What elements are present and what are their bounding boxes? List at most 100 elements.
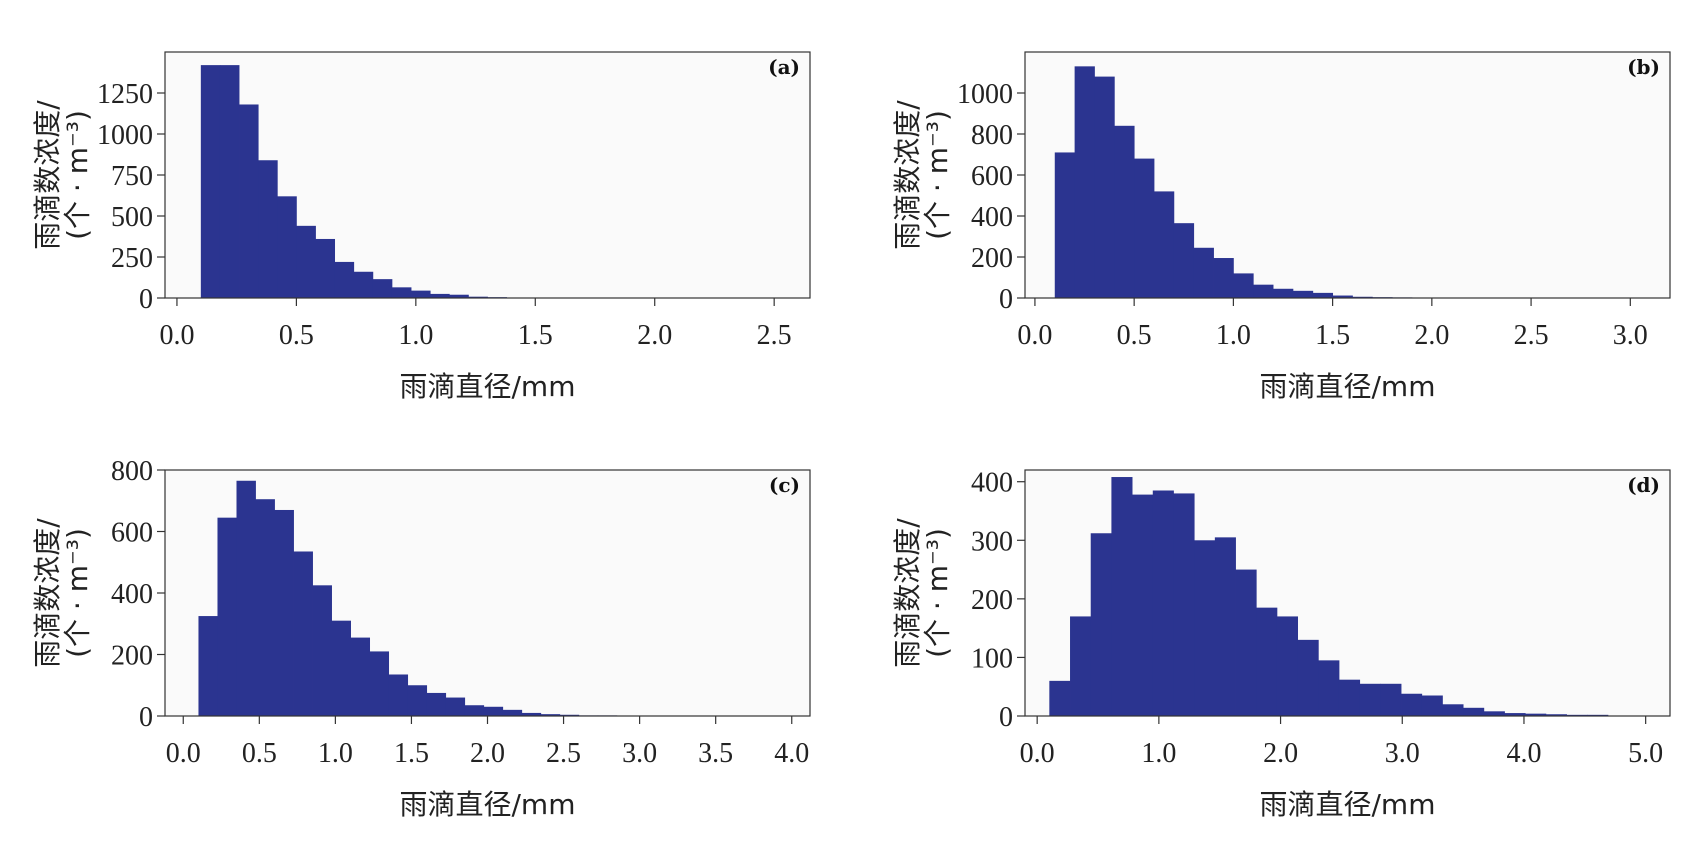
y-axis-unit: (个 · m⁻³) [61,110,94,240]
histogram-bar [407,685,428,716]
x-axis-title: 雨滴直径/mm [1260,370,1436,403]
histogram-bar [1352,296,1373,298]
histogram-bar [1380,683,1402,716]
x-tick-label: 1.5 [1315,320,1350,351]
histogram-bar [1401,693,1423,716]
x-tick-label: 0.0 [159,320,194,351]
y-tick-label: 800 [111,456,153,487]
y-axis-unit: (个 · m⁻³) [921,110,954,240]
histogram-bar [1049,680,1071,716]
histogram-bar [1276,616,1299,716]
y-tick-label: 1250 [97,79,153,110]
histogram-bar [1111,477,1133,716]
histogram-bar [369,651,390,716]
histogram-bar [391,287,412,298]
histogram-bar [1193,247,1214,298]
histogram-bar [312,585,332,716]
histogram-bar [1070,616,1092,716]
histogram-bar [464,705,485,716]
y-tick-label: 800 [971,120,1013,151]
y-tick-label: 400 [971,468,1013,499]
histogram-bar [1253,284,1274,298]
x-axis-title: 雨滴直径/mm [1260,788,1436,821]
y-axis-unit: (个 · m⁻³) [61,528,94,658]
histogram-bar [1332,295,1353,298]
y-tick-label: 200 [971,243,1013,274]
histogram-bar [1213,258,1234,298]
x-tick-label: 0.0 [1017,320,1052,351]
x-axis-title: 雨滴直径/mm [400,370,576,403]
panel-label: (d) [1627,473,1660,497]
x-tick-label: 3.5 [698,738,733,769]
histogram-bar [1114,125,1135,298]
histogram-bar [411,290,431,298]
histogram-bar [540,714,561,716]
histogram-bar [483,706,504,716]
histogram-bar [1154,191,1175,298]
histogram-bar [236,480,256,716]
histogram-bar [559,714,580,716]
x-tick-label: 3.0 [622,738,657,769]
histogram-bar [1312,292,1334,298]
histogram-bar [1442,704,1464,716]
y-axis-title: 雨滴数浓度/ [891,100,924,250]
y-tick-label: 300 [971,526,1013,557]
histogram-bar [277,196,297,298]
chart-panel: 0.0 1.0 2.0 3.0 4.0 5.0 0 100 200 300 400 (d) 雨滴直径/m… [891,468,1671,821]
y-tick-label: 250 [111,243,153,274]
y-tick-label: 600 [111,518,153,549]
x-tick-label: 1.0 [318,738,353,769]
histogram-bar [350,637,371,716]
y-axis-title: 雨滴数浓度/ [31,100,64,250]
histogram-bar [1463,707,1485,716]
panel-label: (c) [769,473,800,497]
y-tick-label: 1000 [957,79,1013,110]
x-tick-label: 1.5 [518,320,553,351]
x-tick-label: 0.5 [279,320,314,351]
histogram-bar [331,620,351,716]
x-tick-label: 1.0 [1216,320,1251,351]
histogram-bar [1132,494,1154,716]
histogram-bar [1297,639,1319,716]
histogram-bar [1504,713,1526,716]
y-tick-label: 200 [111,641,153,672]
y-axis-title: 雨滴数浓度/ [31,518,64,668]
histogram-bar [1194,540,1216,716]
y-axis-unit: (个 · m⁻³) [921,528,954,658]
histogram-bar [274,509,294,716]
x-tick-label: 2.5 [1514,320,1549,351]
x-tick-label: 0.0 [166,738,201,769]
x-tick-label: 0.0 [1020,738,1055,769]
x-axis-title: 雨滴直径/mm [400,788,576,821]
histogram-bar [1338,679,1361,716]
histogram-bar [1134,158,1155,298]
histogram-bar [1483,711,1505,716]
x-tick-label: 1.0 [1141,738,1176,769]
histogram-bar [430,293,450,298]
histogram-bar [1235,569,1257,716]
x-tick-label: 0.5 [1117,320,1152,351]
histogram-bar [1359,683,1381,716]
histogram-bar [1152,490,1174,716]
histogram-bar [200,65,221,299]
y-tick-label: 0 [999,702,1013,733]
histogram-bar [468,296,488,298]
x-tick-label: 1.0 [398,320,433,351]
y-tick-label: 600 [971,161,1013,192]
x-tick-label: 2.0 [637,320,672,351]
y-tick-label: 400 [111,579,153,610]
x-tick-label: 4.0 [774,738,809,769]
x-tick-label: 2.5 [757,320,792,351]
histogram-bar [1318,660,1340,716]
x-tick-label: 2.0 [1263,738,1298,769]
histogram-bar [334,261,355,298]
y-tick-label: 1000 [97,120,153,151]
histogram-bar [219,65,240,299]
histogram-bar [426,692,447,716]
y-tick-label: 500 [111,202,153,233]
chart-panel: 0.0 0.5 1.0 1.5 2.0 2.5 3.0 0 200 400 600 800 1000 (b… [891,51,1671,403]
histogram-bar [502,709,523,716]
histogram-bar [1256,607,1278,716]
x-tick-label: 4.0 [1506,738,1541,769]
